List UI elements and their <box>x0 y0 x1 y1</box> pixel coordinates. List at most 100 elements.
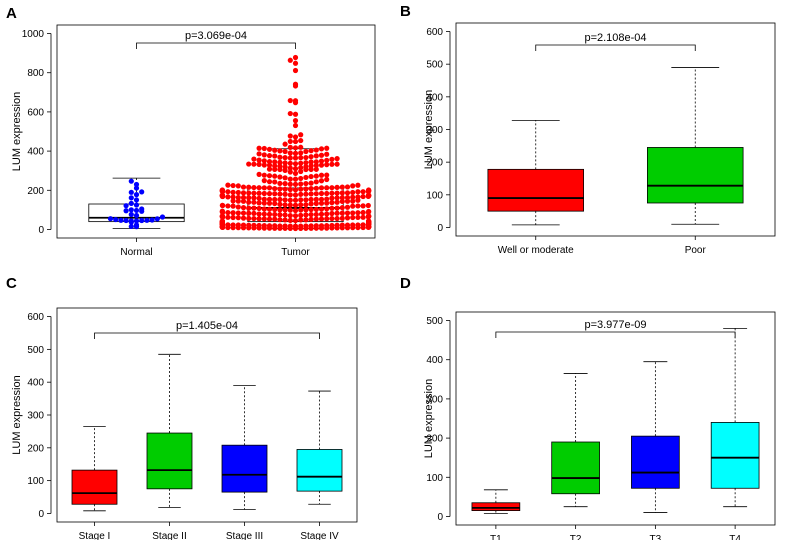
data-point <box>329 195 335 201</box>
data-point <box>360 189 366 195</box>
data-point <box>246 215 252 222</box>
data-point <box>287 207 293 213</box>
data-point <box>324 172 330 178</box>
data-point <box>287 138 293 145</box>
data-point <box>360 222 366 228</box>
data-point <box>350 203 356 209</box>
data-point <box>350 189 356 196</box>
data-point <box>303 223 309 229</box>
data-point <box>266 196 273 202</box>
data-point <box>272 166 278 172</box>
data-point <box>318 146 325 152</box>
data-point <box>292 202 299 208</box>
data-point <box>277 163 283 169</box>
data-point <box>246 210 252 216</box>
data-point <box>350 222 356 228</box>
x-tick-label: Stage I <box>79 531 111 540</box>
data-point <box>308 201 314 207</box>
data-point <box>298 212 304 218</box>
data-point <box>355 182 361 188</box>
data-point <box>318 216 325 222</box>
data-point <box>261 152 267 158</box>
data-point <box>298 202 304 208</box>
data-point <box>334 205 340 211</box>
data-point <box>318 172 325 178</box>
y-tick-label: 200 <box>426 434 443 445</box>
data-point <box>303 217 309 223</box>
data-point <box>235 198 241 204</box>
significance-bracket <box>495 331 736 338</box>
data-point <box>282 217 288 223</box>
data-point <box>287 97 293 104</box>
data-point <box>318 206 325 212</box>
data-point <box>159 214 166 220</box>
data-point <box>329 161 335 167</box>
data-point <box>272 185 278 192</box>
data-point <box>287 181 293 187</box>
data-point <box>240 210 247 216</box>
data-point <box>266 146 273 152</box>
data-point <box>246 161 252 167</box>
data-point <box>287 57 293 63</box>
data-point <box>240 195 247 201</box>
data-point <box>329 215 335 222</box>
data-point <box>344 198 351 204</box>
data-point <box>219 208 225 214</box>
data-point <box>308 180 314 186</box>
data-point <box>287 150 293 156</box>
data-point <box>251 215 257 222</box>
data-point <box>292 67 299 74</box>
data-point <box>287 202 293 208</box>
box-0 <box>471 502 521 512</box>
data-point <box>334 210 340 216</box>
data-point <box>298 207 304 213</box>
data-point <box>334 184 340 190</box>
plot-frame <box>455 311 776 526</box>
data-point <box>339 198 345 205</box>
data-point <box>303 154 309 161</box>
x-tick-label: Stage IV <box>300 531 339 540</box>
data-point <box>298 132 304 138</box>
data-point <box>344 210 351 216</box>
data-point <box>313 166 319 172</box>
data-point <box>256 185 262 191</box>
data-point <box>128 207 134 213</box>
data-point <box>292 170 299 176</box>
data-point <box>287 197 293 203</box>
y-tick-label: 800 <box>27 68 44 79</box>
data-point <box>366 208 372 215</box>
data-point <box>329 222 335 229</box>
data-point <box>308 223 314 229</box>
data-point <box>266 200 273 206</box>
y-tick-label: 600 <box>27 107 44 118</box>
x-tick-label: T1 <box>490 534 502 540</box>
data-point <box>298 186 304 192</box>
data-point <box>308 196 314 203</box>
data-point <box>292 187 299 193</box>
data-point <box>298 217 304 223</box>
data-point <box>350 214 356 221</box>
data-point <box>318 152 325 158</box>
x-tick-label: Poor <box>685 245 707 256</box>
data-point <box>292 181 299 187</box>
data-point <box>240 184 247 190</box>
data-point <box>329 156 335 162</box>
data-point <box>219 202 225 209</box>
x-tick-label: Normal <box>120 247 152 258</box>
data-point <box>266 185 273 191</box>
data-point <box>344 190 351 196</box>
data-point <box>251 205 257 211</box>
data-point <box>261 216 267 222</box>
data-point <box>318 200 325 206</box>
data-point <box>272 173 278 179</box>
y-tick-label: 0 <box>437 223 443 234</box>
data-point <box>313 200 319 207</box>
data-point <box>303 164 309 170</box>
data-point <box>287 212 293 219</box>
data-point <box>272 200 278 207</box>
data-point <box>298 181 304 187</box>
y-tick-label: 500 <box>426 60 443 71</box>
panel-a: A 0 200 400 600 800 1000 LUM expression Normal Tu… <box>6 5 376 258</box>
data-point <box>308 166 314 173</box>
data-point <box>292 213 299 219</box>
